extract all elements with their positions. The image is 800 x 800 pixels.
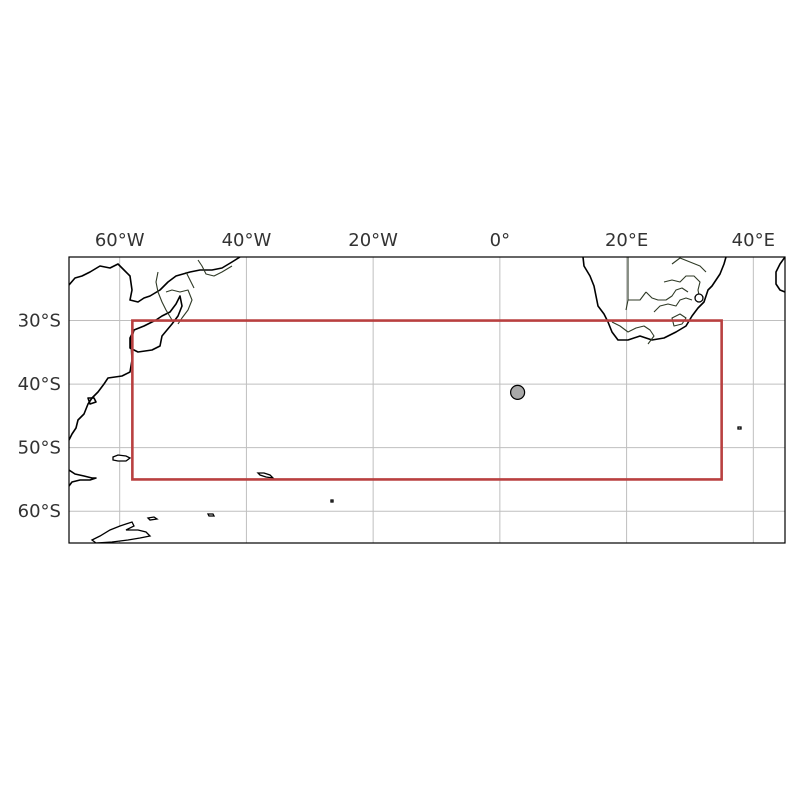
longitude-tick-label: 20°W [348,230,398,251]
latitude-labels: 30°S 40°S 50°S 60°S [18,311,61,523]
latitude-tick-label: 50°S [18,438,61,459]
longitude-tick-label: 60°W [95,230,145,251]
small-island-c [330,499,334,503]
tierra-del-fuego [90,521,152,543]
falkland-islands [112,454,132,462]
south-america-coastline [69,257,241,487]
latitude-tick-label: 60°S [18,501,61,522]
latitude-tick-label: 40°S [18,374,61,395]
longitude-tick-label: 0° [490,230,510,251]
lesotho-enclave [694,293,704,303]
gridlines [69,257,785,543]
longitude-tick-label: 40°W [222,230,272,251]
map-frame [68,256,786,544]
region-box [131,319,723,481]
africa-coastline [582,257,727,341]
south-america-borders [155,259,233,325]
site-marker [510,384,526,400]
longitude-labels: 60°W 40°W 20°W 0° 20°E 40°E [95,230,775,251]
small-island-b [206,513,216,517]
land-layer [69,257,785,543]
falkland-lakes [87,397,97,405]
longitude-tick-label: 40°E [732,230,775,251]
latitude-tick-label: 30°S [18,311,61,332]
longitude-tick-label: 20°E [605,230,648,251]
small-island-a [146,516,159,521]
madagascar-coastline [775,257,785,293]
small-island-d [737,426,742,430]
south-georgia-island [256,472,275,479]
